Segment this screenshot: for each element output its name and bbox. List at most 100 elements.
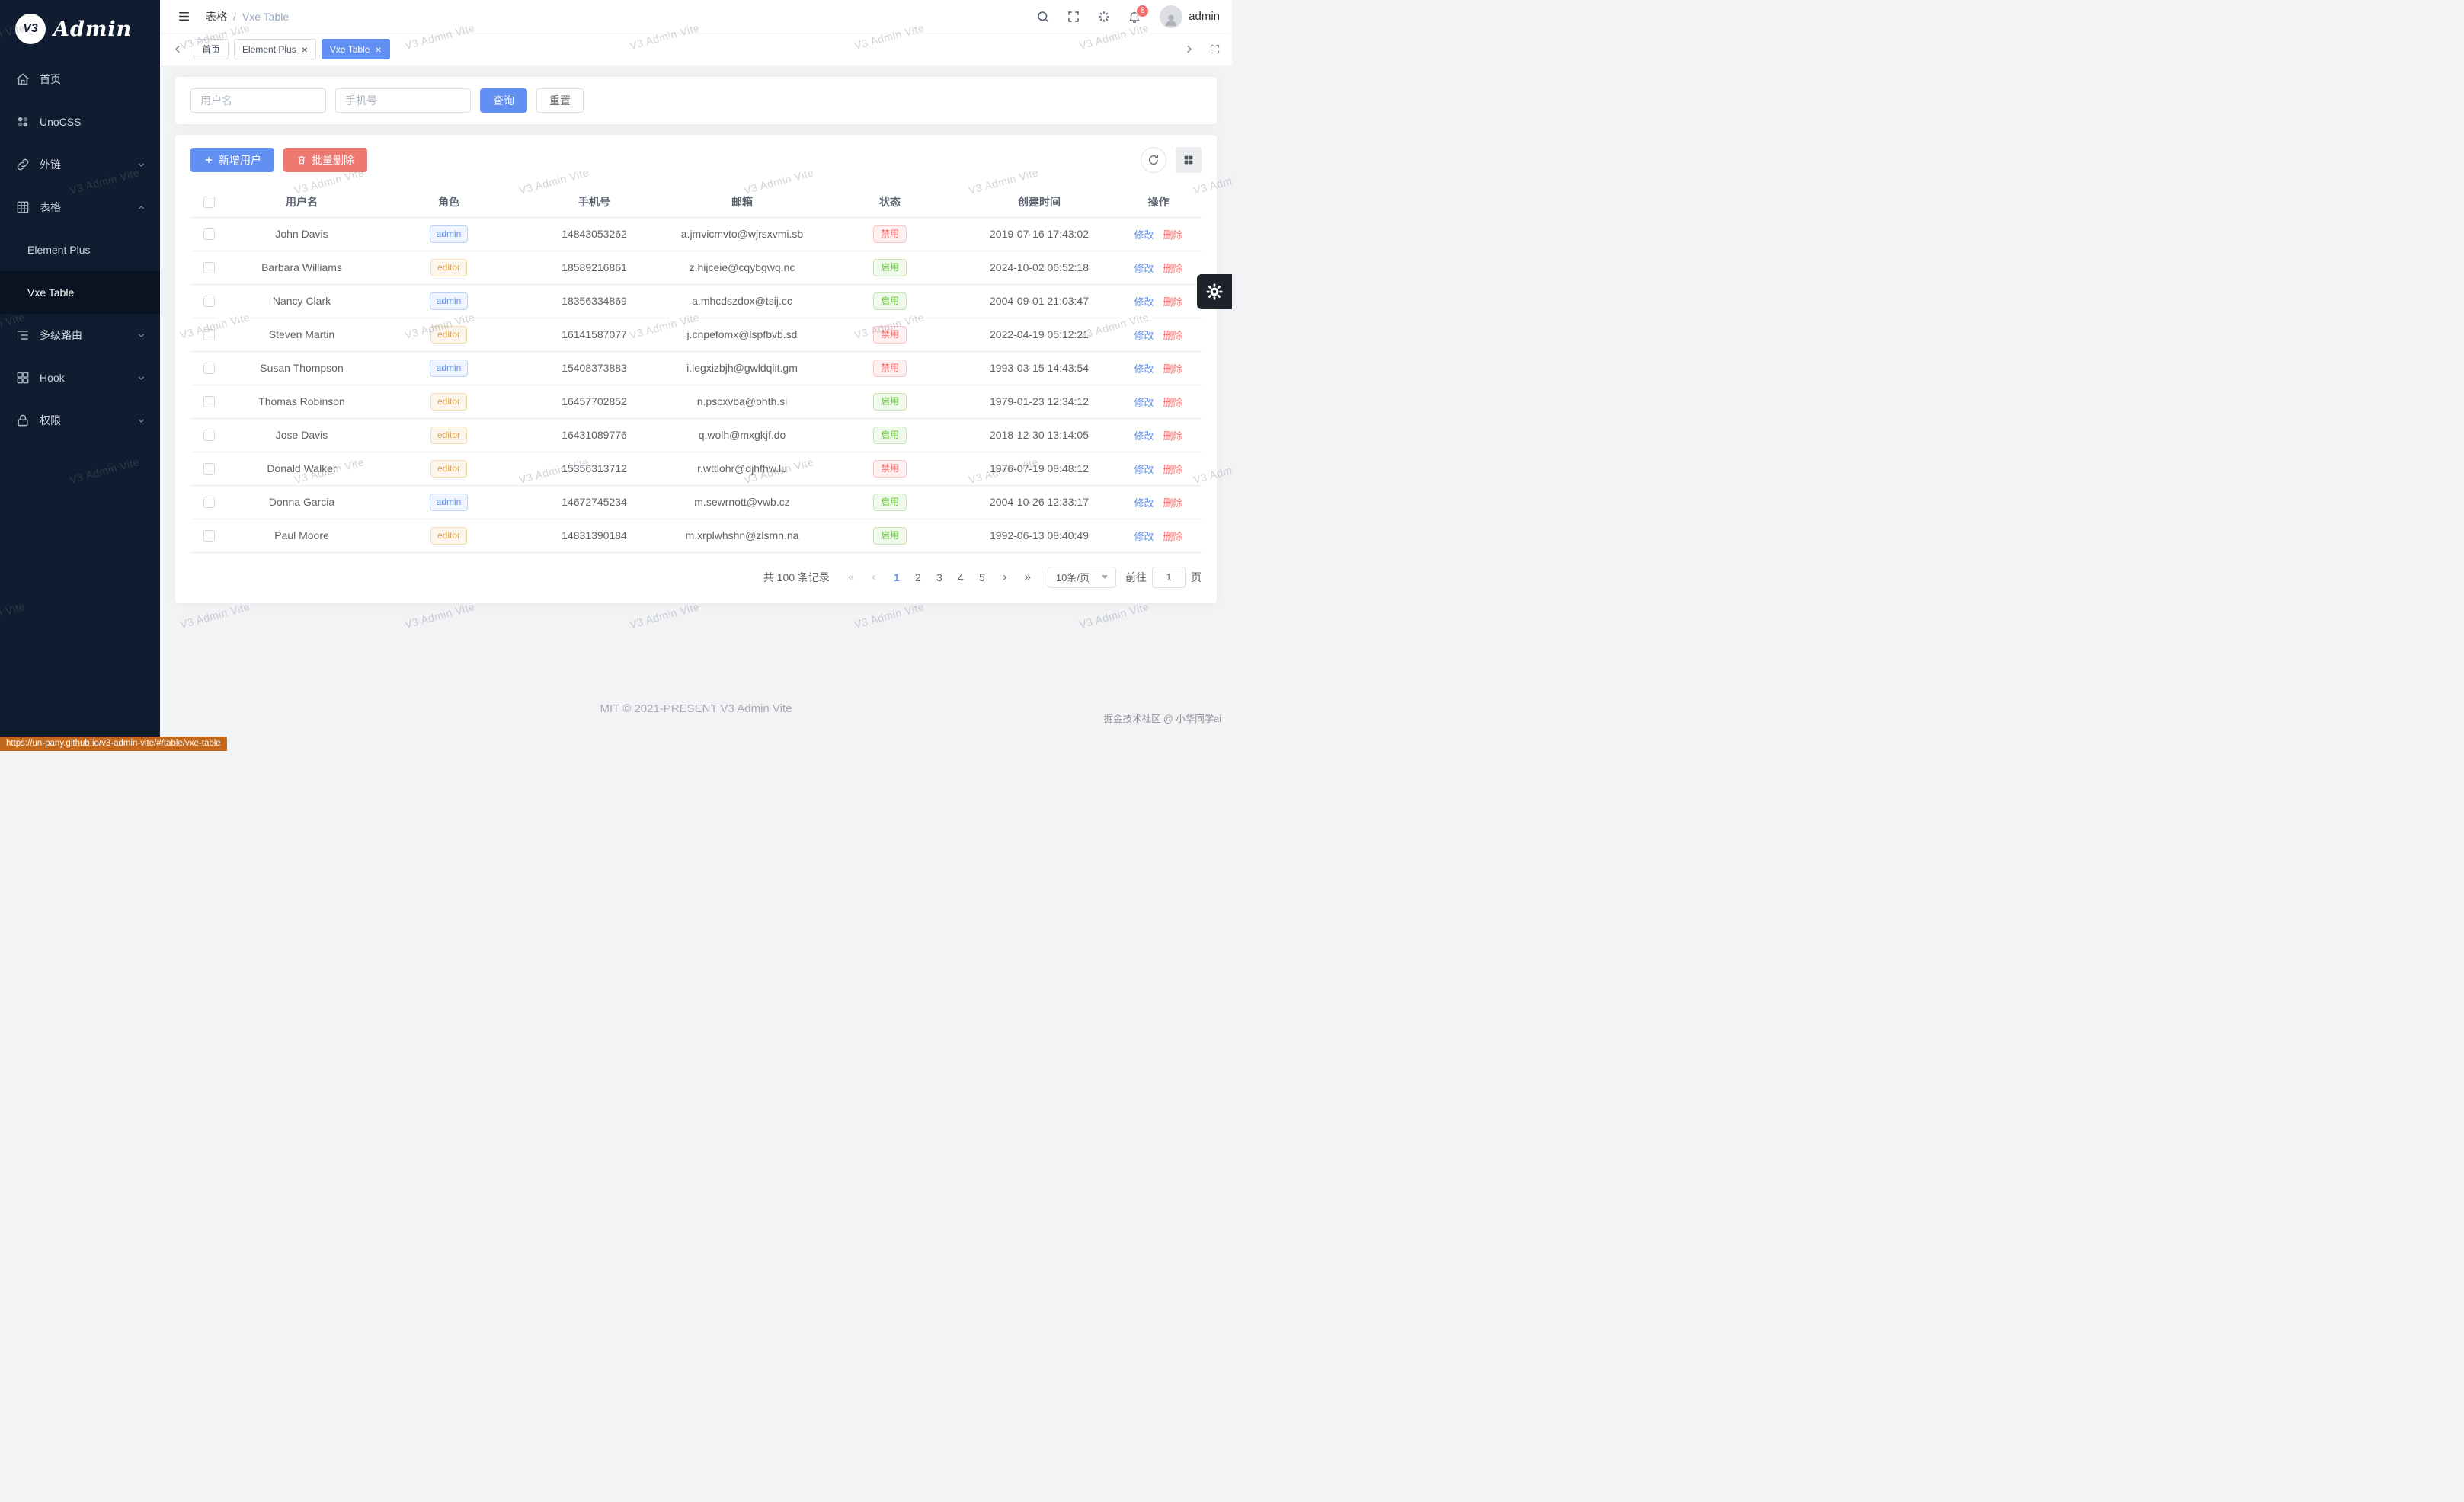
edit-link[interactable]: 修改: [1134, 329, 1154, 341]
edit-link[interactable]: 修改: [1134, 463, 1154, 475]
sidebar-item-home[interactable]: 首页: [0, 58, 160, 101]
tabs-scroll-right-icon[interactable]: [1179, 40, 1198, 59]
page-number-button[interactable]: 1: [894, 570, 900, 583]
app-logo[interactable]: V3 Admin: [0, 0, 160, 58]
row-checkbox[interactable]: [203, 396, 215, 408]
tab-home[interactable]: 首页: [194, 39, 229, 59]
edit-link[interactable]: 修改: [1134, 262, 1154, 274]
cell-email: r.wttlohr@djhfhw.lu: [667, 452, 817, 486]
settings-fab[interactable]: [1197, 274, 1232, 309]
sidebar-item-hook[interactable]: Hook: [0, 356, 160, 399]
edit-link[interactable]: 修改: [1134, 228, 1154, 241]
phone-input[interactable]: [335, 88, 471, 113]
edit-link[interactable]: 修改: [1134, 497, 1154, 509]
delete-link[interactable]: 删除: [1163, 430, 1183, 442]
page-size-select[interactable]: 10条/页: [1047, 566, 1116, 588]
lock-icon: [15, 413, 30, 428]
delete-link[interactable]: 删除: [1163, 228, 1183, 241]
tab-vxe-table[interactable]: Vxe Table ×: [321, 39, 390, 59]
cell-username: Steven Martin: [227, 318, 376, 352]
delete-link[interactable]: 删除: [1163, 530, 1183, 542]
page-number-button[interactable]: 5: [979, 570, 985, 583]
reset-button[interactable]: 重置: [536, 88, 584, 113]
user-menu[interactable]: admin: [1160, 5, 1220, 28]
notification-bell-icon[interactable]: 8: [1122, 4, 1150, 29]
next-page-icon[interactable]: ›: [1003, 570, 1007, 583]
cell-checkbox: [190, 418, 227, 452]
cell-email: m.xrplwhshn@zlsmn.na: [667, 519, 817, 553]
page-number-button[interactable]: 3: [936, 570, 942, 583]
cell-checkbox: [190, 385, 227, 419]
delete-link[interactable]: 删除: [1163, 363, 1183, 375]
refresh-icon[interactable]: [1141, 147, 1166, 173]
sidebar-subitem-element-plus[interactable]: Element Plus: [27, 244, 91, 256]
reset-button-label: 重置: [549, 94, 571, 107]
cell-checkbox: [190, 251, 227, 285]
table-row: Donald Walker editor 15356313712 r.wttlohr@…: [190, 452, 1202, 486]
delete-link[interactable]: 删除: [1163, 262, 1183, 274]
page-number-button[interactable]: 4: [958, 570, 964, 583]
close-icon[interactable]: ×: [301, 43, 308, 56]
goto-page-input[interactable]: [1152, 566, 1186, 588]
status-badge: 启用: [873, 292, 907, 310]
edit-link[interactable]: 修改: [1134, 363, 1154, 375]
header-cell: 创建时间: [963, 187, 1115, 218]
edit-link[interactable]: 修改: [1134, 530, 1154, 542]
sidebar-item-unocss[interactable]: UnoCSS: [0, 101, 160, 143]
row-checkbox[interactable]: [203, 296, 215, 308]
sidebar-item-table[interactable]: 表格: [0, 186, 160, 228]
tabs-scroll-left-icon[interactable]: [168, 40, 187, 59]
edit-link[interactable]: 修改: [1134, 396, 1154, 408]
row-checkbox[interactable]: [203, 430, 215, 442]
sidebar-subitem-vxe-table[interactable]: Vxe Table: [0, 271, 160, 314]
row-checkbox[interactable]: [203, 262, 215, 274]
status-badge: 启用: [873, 493, 907, 511]
close-icon[interactable]: ×: [375, 43, 382, 56]
delete-link[interactable]: 删除: [1163, 497, 1183, 509]
navbar-actions: 8 admin: [1030, 4, 1220, 29]
delete-link[interactable]: 删除: [1163, 463, 1183, 475]
row-checkbox[interactable]: [203, 363, 215, 375]
edit-link[interactable]: 修改: [1134, 430, 1154, 442]
cell-role: editor: [376, 452, 521, 486]
row-checkbox[interactable]: [203, 329, 215, 341]
row-checkbox[interactable]: [203, 228, 215, 241]
sidebar-item-permission[interactable]: 权限: [0, 399, 160, 442]
sidebar-item-external-link[interactable]: 外链: [0, 143, 160, 186]
sidebar-item-multi-route[interactable]: 多级路由: [0, 314, 160, 356]
fullscreen-icon[interactable]: [1061, 5, 1086, 29]
theme-switch-icon[interactable]: [1091, 5, 1117, 29]
user-table: 用户名 角色 手机号 邮箱 状态 创建时间 操作 John Davis admin 148430…: [190, 187, 1202, 553]
status-badge: 禁用: [873, 359, 907, 377]
cell-username: Paul Moore: [227, 519, 376, 553]
tab-element-plus[interactable]: Element Plus ×: [234, 39, 316, 59]
delete-link[interactable]: 删除: [1163, 296, 1183, 308]
search-icon[interactable]: [1030, 5, 1056, 29]
hamburger-icon[interactable]: [172, 5, 195, 28]
cell-role: admin: [376, 351, 521, 385]
first-page-icon[interactable]: «: [847, 570, 855, 583]
delete-link[interactable]: 删除: [1163, 329, 1183, 341]
tabs-fullscreen-icon[interactable]: [1205, 40, 1224, 59]
header-cell: 角色: [376, 187, 521, 218]
row-checkbox[interactable]: [203, 497, 215, 509]
page-number-button[interactable]: 2: [915, 570, 921, 583]
username-input[interactable]: [190, 88, 326, 113]
cell-status: 禁用: [817, 452, 963, 486]
row-checkbox[interactable]: [203, 530, 215, 542]
row-checkbox[interactable]: [203, 463, 215, 475]
table-row: Steven Martin editor 16141587077 j.cnpefomx…: [190, 318, 1202, 352]
prev-page-icon[interactable]: ‹: [872, 570, 876, 583]
batch-delete-button[interactable]: 批量删除: [283, 148, 367, 172]
last-page-icon[interactable]: »: [1024, 570, 1032, 583]
column-settings-icon[interactable]: [1176, 147, 1202, 173]
query-button[interactable]: 查询: [480, 88, 527, 113]
cell-checkbox: [190, 217, 227, 251]
select-all-checkbox[interactable]: [203, 197, 215, 209]
add-user-button[interactable]: 新增用户: [190, 148, 274, 172]
delete-link[interactable]: 删除: [1163, 396, 1183, 408]
breadcrumb-section[interactable]: 表格: [206, 10, 227, 23]
cell-actions: 修改 删除: [1115, 217, 1202, 251]
cell-checkbox: [190, 452, 227, 486]
edit-link[interactable]: 修改: [1134, 296, 1154, 308]
